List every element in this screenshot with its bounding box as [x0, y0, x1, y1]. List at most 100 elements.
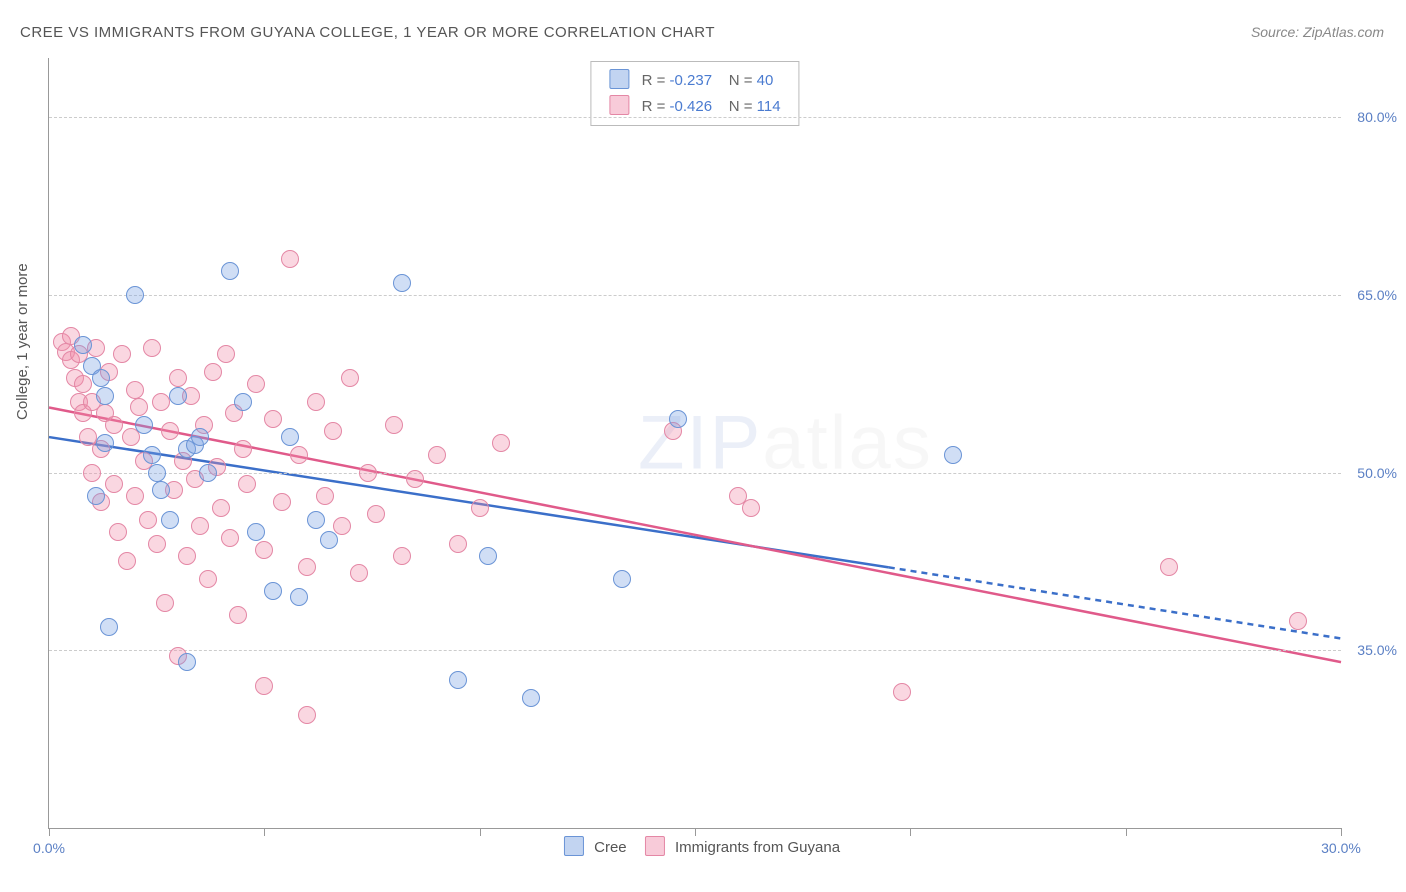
data-point-cree [281, 428, 299, 446]
data-point-guyana [1160, 558, 1178, 576]
data-point-guyana [247, 375, 265, 393]
r-value-guyana: -0.426 [670, 98, 713, 115]
data-point-cree [169, 387, 187, 405]
data-point-cree [479, 547, 497, 565]
gridline [49, 117, 1341, 118]
data-point-guyana [273, 493, 291, 511]
data-point-cree [126, 286, 144, 304]
data-point-guyana [298, 558, 316, 576]
data-point-guyana [109, 523, 127, 541]
data-point-guyana [324, 422, 342, 440]
data-point-cree [320, 531, 338, 549]
data-point-guyana [449, 535, 467, 553]
legend-label-cree: Cree [594, 839, 627, 856]
swatch-cree [609, 69, 629, 89]
r-label: R = [642, 72, 670, 89]
data-point-cree [148, 464, 166, 482]
data-point-guyana [406, 470, 424, 488]
data-point-guyana [367, 505, 385, 523]
data-point-cree [199, 464, 217, 482]
data-point-guyana [742, 499, 760, 517]
r-value-cree: -0.237 [670, 72, 713, 89]
x-tick [910, 828, 911, 836]
data-point-guyana [161, 422, 179, 440]
y-axis-label: College, 1 year or more [14, 263, 31, 420]
data-point-guyana [143, 339, 161, 357]
chart-title: CREE VS IMMIGRANTS FROM GUYANA COLLEGE, … [20, 24, 715, 41]
x-tick-label: 0.0% [33, 840, 65, 856]
x-tick [480, 828, 481, 836]
data-point-guyana [307, 393, 325, 411]
data-point-guyana [212, 499, 230, 517]
data-point-guyana [152, 393, 170, 411]
data-point-cree [307, 511, 325, 529]
swatch-guyana [645, 836, 665, 856]
data-point-guyana [893, 683, 911, 701]
data-point-cree [221, 262, 239, 280]
data-point-guyana [221, 529, 239, 547]
data-point-cree [135, 416, 153, 434]
x-tick [695, 828, 696, 836]
data-point-cree [944, 446, 962, 464]
data-point-guyana [333, 517, 351, 535]
data-point-guyana [281, 250, 299, 268]
data-point-cree [613, 570, 631, 588]
plot-area: ZIPatlas R = -0.237 N = 40 R = -0.426 N … [48, 58, 1341, 829]
data-point-guyana [169, 369, 187, 387]
n-value-cree: 40 [757, 72, 774, 89]
data-point-cree [191, 428, 209, 446]
data-point-cree [264, 582, 282, 600]
x-tick [1126, 828, 1127, 836]
data-point-guyana [350, 564, 368, 582]
data-point-guyana [74, 375, 92, 393]
data-point-guyana [113, 345, 131, 363]
data-point-guyana [298, 706, 316, 724]
stats-row-guyana: R = -0.426 N = 114 [609, 94, 780, 120]
data-point-cree [161, 511, 179, 529]
n-value-guyana: 114 [757, 98, 781, 115]
stats-row-cree: R = -0.237 N = 40 [609, 68, 780, 94]
data-point-cree [290, 588, 308, 606]
data-point-guyana [118, 552, 136, 570]
data-point-guyana [255, 541, 273, 559]
data-point-guyana [105, 416, 123, 434]
data-point-guyana [264, 410, 282, 428]
data-point-guyana [156, 594, 174, 612]
data-point-guyana [126, 381, 144, 399]
source-label: Source: ZipAtlas.com [1251, 24, 1384, 40]
data-point-cree [247, 523, 265, 541]
data-point-guyana [204, 363, 222, 381]
y-tick-label: 35.0% [1357, 642, 1397, 658]
x-tick [1341, 828, 1342, 836]
data-point-guyana [191, 517, 209, 535]
data-point-guyana [1289, 612, 1307, 630]
data-point-cree [96, 434, 114, 452]
data-point-guyana [238, 475, 256, 493]
data-point-guyana [148, 535, 166, 553]
data-point-guyana [359, 464, 377, 482]
x-tick [49, 828, 50, 836]
data-point-guyana [255, 677, 273, 695]
data-point-guyana [393, 547, 411, 565]
data-point-guyana [178, 547, 196, 565]
data-point-guyana [217, 345, 235, 363]
data-point-cree [522, 689, 540, 707]
r-label: R = [642, 98, 670, 115]
y-tick-label: 50.0% [1357, 465, 1397, 481]
data-point-cree [234, 393, 252, 411]
data-point-guyana [428, 446, 446, 464]
gridline [49, 295, 1341, 296]
data-point-cree [178, 653, 196, 671]
data-point-cree [87, 487, 105, 505]
data-point-guyana [385, 416, 403, 434]
data-point-guyana [105, 475, 123, 493]
data-point-cree [143, 446, 161, 464]
data-point-cree [669, 410, 687, 428]
data-point-cree [449, 671, 467, 689]
gridline [49, 473, 1341, 474]
data-point-guyana [199, 570, 217, 588]
n-label: N = [729, 98, 757, 115]
data-point-guyana [290, 446, 308, 464]
data-point-guyana [492, 434, 510, 452]
data-point-guyana [316, 487, 334, 505]
